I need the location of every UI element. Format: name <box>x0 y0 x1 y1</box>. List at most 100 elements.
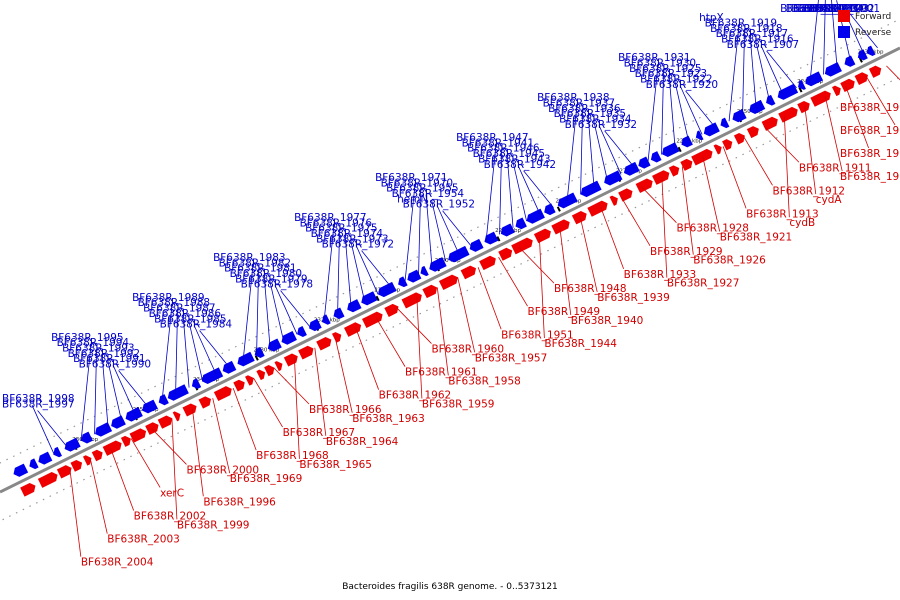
forward-gene-arrow[interactable] <box>868 64 884 78</box>
forward-gene-arrow[interactable] <box>551 218 572 235</box>
forward-gene-arrow[interactable] <box>233 378 247 392</box>
reverse-gene-label[interactable]: BF638R_1998 <box>2 393 75 405</box>
reverse-gene-arrow[interactable] <box>856 49 868 62</box>
reverse-gene-label[interactable]: BF638R_1984 <box>160 319 233 331</box>
reverse-gene-label[interactable]: BF638R_1997 <box>2 399 75 411</box>
reverse-gene-label[interactable]: BF638R_1975 <box>305 223 378 235</box>
reverse-gene-label[interactable]: BF638R_1937 <box>543 97 616 109</box>
reverse-gene-arrow[interactable] <box>556 192 578 210</box>
forward-gene-label[interactable]: BF638R_1912 <box>773 185 846 197</box>
reverse-gene-label[interactable]: BF638R_1970 <box>381 177 454 189</box>
reverse-gene-arrow[interactable] <box>279 330 297 346</box>
reverse-gene-arrow[interactable] <box>11 463 29 479</box>
reverse-gene-label[interactable]: BF638R_1952 <box>403 199 476 211</box>
reverse-gene-label[interactable]: BF638R_1934 <box>559 113 632 125</box>
forward-gene-label[interactable]: cydA <box>816 194 843 206</box>
reverse-gene-label[interactable]: BF638R_1982 <box>219 257 292 269</box>
forward-gene-label[interactable]: xerC <box>160 487 184 499</box>
forward-gene-arrow[interactable] <box>854 70 871 85</box>
reverse-gene-arrow[interactable] <box>796 79 806 92</box>
reverse-gene-label[interactable]: BF638R_1979 <box>235 273 308 285</box>
reverse-gene-arrow[interactable] <box>730 109 747 124</box>
forward-gene-label[interactable]: BF638R_1966 <box>309 404 382 416</box>
reverse-gene-label[interactable]: BF638R_1976 <box>300 217 373 229</box>
forward-gene-label[interactable]: BF638R_1908 <box>840 125 900 137</box>
forward-gene-arrow[interactable] <box>120 434 133 447</box>
forward-gene-label[interactable]: cydB <box>789 217 815 229</box>
forward-gene-arrow[interactable] <box>20 481 38 497</box>
reverse-gene-arrow[interactable] <box>579 180 602 199</box>
forward-gene-arrow[interactable] <box>571 209 589 225</box>
forward-gene-arrow[interactable] <box>668 164 682 177</box>
forward-gene-arrow[interactable] <box>733 131 747 145</box>
reverse-gene-label[interactable]: BF638R_1981 <box>224 263 297 275</box>
forward-gene-arrow[interactable] <box>91 448 105 462</box>
forward-gene-arrow[interactable] <box>401 291 425 309</box>
forward-gene-arrow[interactable] <box>422 283 439 299</box>
reverse-gene-label[interactable]: BF638R_1947 <box>456 132 529 144</box>
reverse-gene-label[interactable]: BF638R_1901 <box>808 3 881 15</box>
reverse-gene-label[interactable]: BF638R_1902 <box>802 3 875 15</box>
forward-gene-arrow[interactable] <box>213 384 234 402</box>
forward-gene-arrow[interactable] <box>129 427 149 443</box>
reverse-gene-label[interactable]: BF638R_1916 <box>721 34 794 46</box>
reverse-gene-label[interactable]: BF638R_1978 <box>241 279 314 291</box>
reverse-gene-arrow[interactable] <box>427 257 447 273</box>
forward-gene-label[interactable]: BF638R_1948 <box>554 283 627 295</box>
forward-gene-arrow[interactable] <box>533 227 553 244</box>
reverse-gene-label[interactable]: BF638R_1935 <box>554 108 627 120</box>
reverse-gene-label[interactable]: BF638R_1925 <box>629 63 702 75</box>
forward-gene-arrow[interactable] <box>274 359 284 372</box>
reverse-gene-label[interactable]: BF638R_1983 <box>213 252 286 264</box>
reverse-gene-label[interactable]: BF638R_1920 <box>646 79 719 91</box>
forward-gene-arrow[interactable] <box>746 124 761 139</box>
forward-gene-label[interactable]: BF638R_1929 <box>650 246 723 258</box>
forward-gene-arrow[interactable] <box>810 89 833 107</box>
reverse-gene-arrow[interactable] <box>376 281 397 299</box>
forward-gene-label[interactable]: BF638R_2000 <box>186 464 259 476</box>
forward-gene-arrow[interactable] <box>82 454 94 466</box>
reverse-gene-label[interactable]: BF638R_1919 <box>705 18 778 30</box>
forward-gene-label[interactable]: BF638R_1939 <box>597 292 670 304</box>
reverse-gene-label[interactable]: BF638R_1945 <box>473 148 546 160</box>
forward-gene-label[interactable]: BF638R_1959 <box>422 398 495 410</box>
forward-gene-label[interactable]: BF638R_1921 <box>720 231 793 243</box>
reverse-gene-arrow[interactable] <box>27 458 39 470</box>
forward-gene-label[interactable]: BF638R_1915 <box>840 171 900 183</box>
reverse-gene-label[interactable]: BF638R_1989 <box>132 292 205 304</box>
reverse-gene-arrow[interactable] <box>842 55 856 68</box>
reverse-gene-arrow[interactable] <box>62 437 81 454</box>
reverse-gene-label[interactable]: BF638R_1930 <box>624 57 697 69</box>
forward-gene-label[interactable]: BF638R_2003 <box>107 534 180 546</box>
reverse-gene-arrow[interactable] <box>123 406 143 423</box>
reverse-gene-arrow[interactable] <box>295 326 307 339</box>
reverse-gene-arrow[interactable] <box>636 156 651 170</box>
forward-gene-label[interactable]: BF638R_1963 <box>352 413 425 425</box>
forward-gene-label[interactable]: BF638R_1914 <box>840 148 900 160</box>
reverse-gene-arrow[interactable] <box>823 62 842 78</box>
forward-gene-label[interactable]: BF638R_1926 <box>693 255 766 267</box>
reverse-gene-arrow[interactable] <box>649 151 662 164</box>
reverse-gene-arrow[interactable] <box>235 351 255 368</box>
forward-gene-label[interactable]: BF638R_1944 <box>544 338 617 350</box>
forward-gene-arrow[interactable] <box>102 439 124 456</box>
reverse-gene-arrow[interactable] <box>51 446 62 459</box>
forward-gene-arrow[interactable] <box>182 402 199 417</box>
reverse-gene-arrow[interactable] <box>803 71 824 88</box>
reverse-gene-label[interactable]: BF638R_1995 <box>51 332 124 344</box>
reverse-gene-label[interactable]: BF638R_1938 <box>537 92 610 104</box>
reverse-gene-arrow[interactable] <box>157 394 169 407</box>
forward-gene-label[interactable]: BF638R_1927 <box>667 278 740 290</box>
reverse-gene-label[interactable]: BF638R_1971 <box>375 172 448 184</box>
forward-gene-label[interactable]: BF638R_1913 <box>746 208 819 220</box>
reverse-gene-label[interactable]: BF638R_1973 <box>316 233 389 245</box>
reverse-gene-label[interactable]: BF638R_1955 <box>386 183 459 195</box>
reverse-gene-label[interactable]: BF638R_1923 <box>635 68 708 80</box>
forward-gene-label[interactable]: BF638R_1928 <box>676 223 749 235</box>
forward-gene-arrow[interactable] <box>316 335 333 351</box>
forward-gene-label[interactable]: BF638R_1949 <box>528 306 601 318</box>
forward-gene-arrow[interactable] <box>761 115 780 131</box>
forward-gene-arrow[interactable] <box>331 330 344 343</box>
reverse-gene-arrow[interactable] <box>200 367 224 385</box>
forward-gene-arrow[interactable] <box>145 420 161 435</box>
